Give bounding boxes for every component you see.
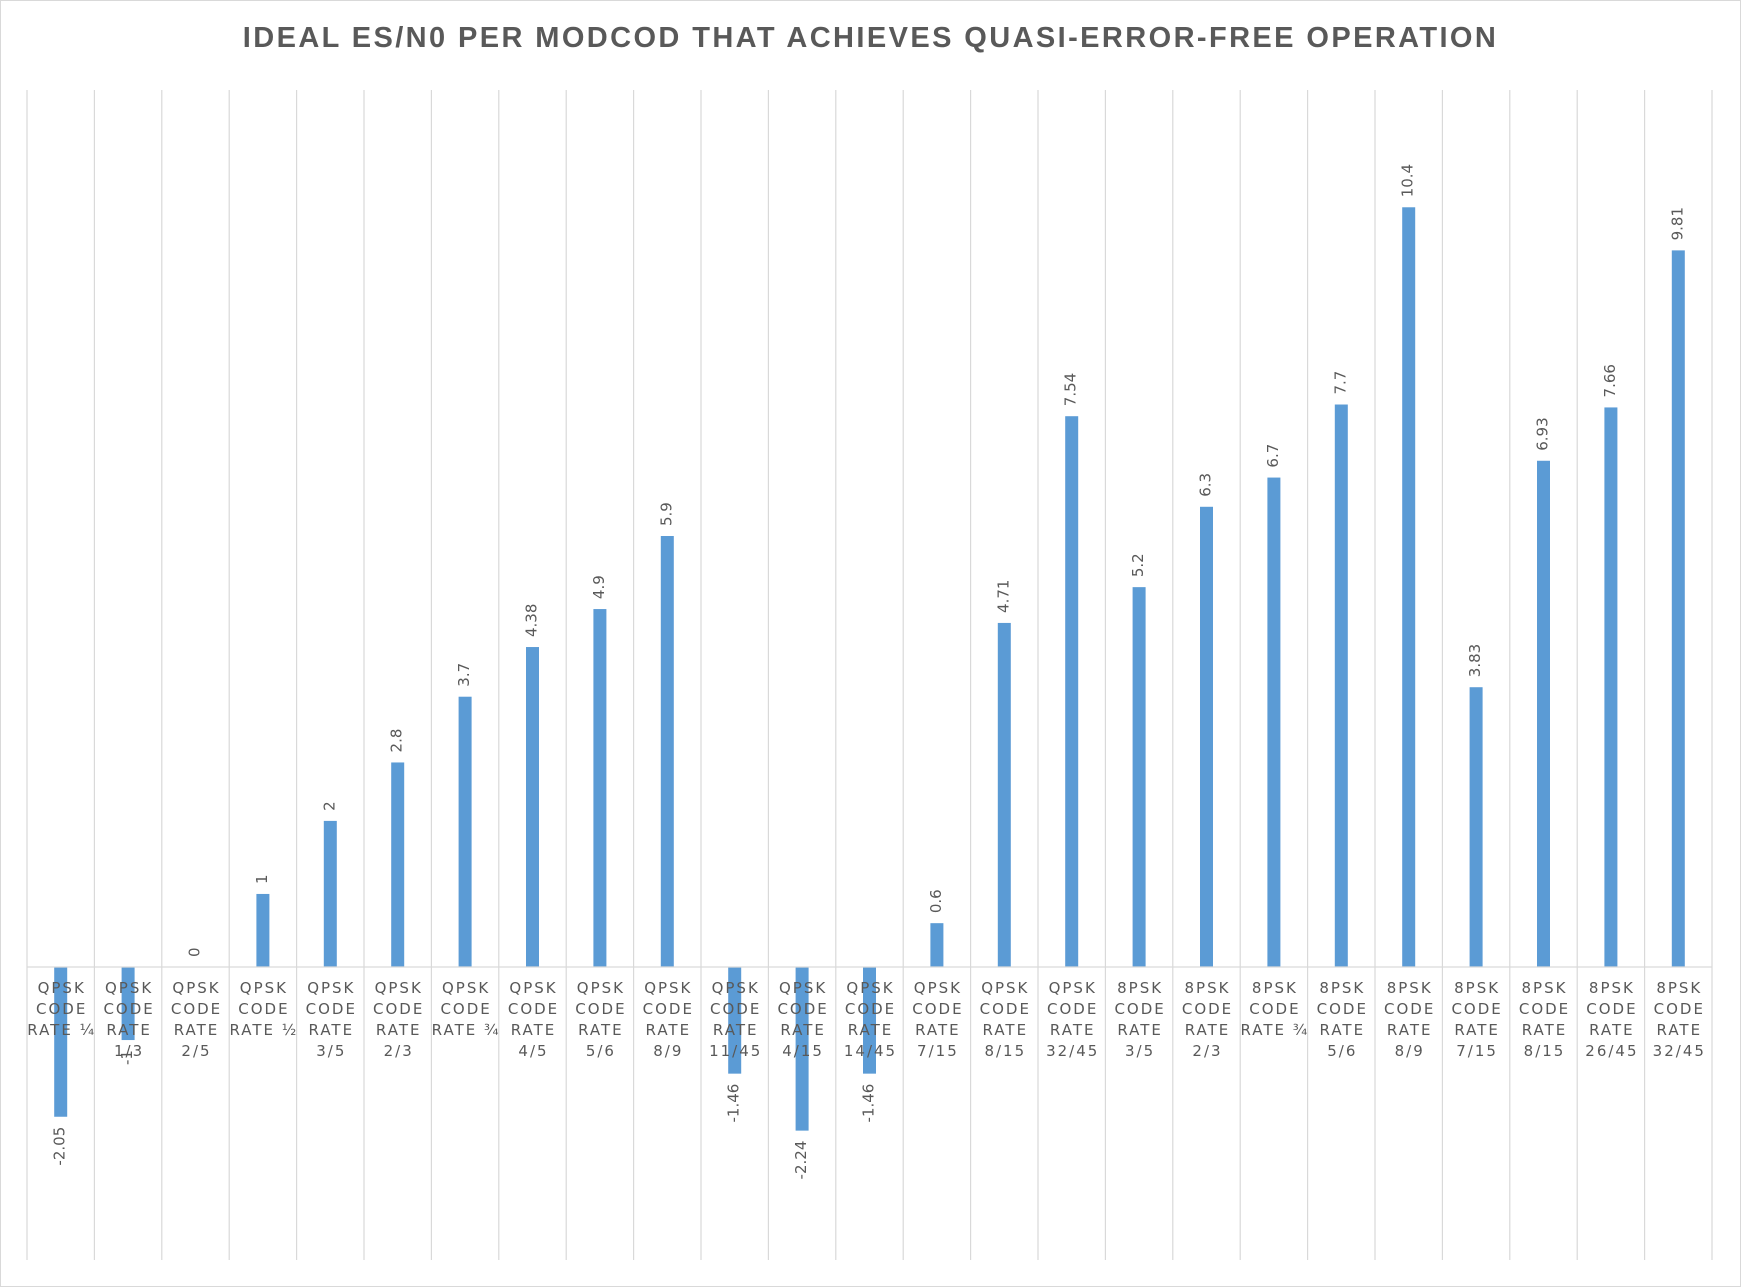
bar xyxy=(458,696,472,967)
bar xyxy=(1604,407,1618,967)
category-label: QPSK CODE RATE 4/15 xyxy=(777,979,828,1060)
bar xyxy=(391,762,405,967)
bar xyxy=(54,967,68,1117)
category-label: 8PSK CODE RATE ¾ xyxy=(1240,979,1309,1039)
bar xyxy=(323,820,337,967)
data-label: 6.3 xyxy=(1197,473,1215,497)
bar xyxy=(121,967,135,1041)
category-label: QPSK CODE RATE 14/45 xyxy=(844,979,897,1060)
data-label: 2.8 xyxy=(388,729,406,753)
bar xyxy=(526,647,539,967)
bar xyxy=(660,536,674,967)
data-label: 4.38 xyxy=(523,604,541,637)
category-label: QPSK CODE RATE 2/5 xyxy=(171,979,222,1060)
bar xyxy=(1537,460,1550,967)
data-label: 0.6 xyxy=(927,889,945,913)
category-label: QPSK CODE RATE ¾ xyxy=(432,979,501,1039)
bar xyxy=(728,967,742,1074)
bar xyxy=(863,967,876,1074)
bar xyxy=(1065,416,1079,967)
bar xyxy=(1469,687,1483,967)
category-label: 8PSK CODE RATE 8/9 xyxy=(1384,979,1435,1060)
data-label: 7.7 xyxy=(1331,371,1349,395)
category-label: QPSK CODE RATE 32/45 xyxy=(1046,979,1099,1060)
bar xyxy=(1334,404,1348,967)
bar xyxy=(795,967,809,1131)
data-label: -1 xyxy=(118,1050,136,1065)
category-label: 8PSK CODE RATE 7/15 xyxy=(1451,979,1502,1060)
data-label: -2.24 xyxy=(792,1141,810,1180)
category-label: QPSK CODE RATE 11/45 xyxy=(709,979,762,1060)
data-label: 0 xyxy=(186,947,204,957)
data-label: 1 xyxy=(253,874,271,884)
data-label: 2 xyxy=(320,801,338,811)
data-labels: -2.05 -1 0 1 2 2.8 3.7 4.38 4.9 5.9 -1.46 -2.24 -1.4… xyxy=(51,164,1687,1180)
category-label: QPSK CODE RATE 5/6 xyxy=(575,979,626,1060)
data-label: -1.46 xyxy=(725,1084,743,1123)
data-label: 10.4 xyxy=(1399,164,1417,197)
data-label: 3.83 xyxy=(1466,644,1484,677)
category-label: 8PSK CODE RATE 2/3 xyxy=(1182,979,1233,1060)
category-label: 8PSK CODE RATE 8/15 xyxy=(1519,979,1570,1060)
chart-title: IDEAL ES/N0 PER MODCOD THAT ACHIEVES QUA… xyxy=(242,22,1499,54)
data-label: -2.05 xyxy=(51,1127,69,1166)
category-label: QPSK CODE RATE 7/15 xyxy=(912,979,963,1060)
category-label: QPSK CODE RATE 2/3 xyxy=(373,979,424,1060)
category-label: 8PSK CODE RATE 32/45 xyxy=(1653,979,1706,1060)
bar xyxy=(593,609,607,967)
category-label: QPSK CODE RATE 8/15 xyxy=(980,979,1031,1060)
data-label: -1.46 xyxy=(860,1084,878,1123)
bar xyxy=(930,923,944,967)
category-label: 8PSK CODE RATE 3/5 xyxy=(1114,979,1165,1060)
gridlines xyxy=(26,90,1713,1260)
category-label: 8PSK CODE RATE 5/6 xyxy=(1317,979,1368,1060)
category-label: QPSK CODE RATE 4/5 xyxy=(508,979,559,1060)
data-label: 3.7 xyxy=(455,663,473,687)
category-label: QPSK CODE RATE 1/3 xyxy=(103,979,154,1060)
data-label: 4.71 xyxy=(994,580,1012,613)
category-label: QPSK CODE RATE ¼ xyxy=(27,979,96,1039)
bar xyxy=(997,622,1011,967)
data-label: 7.54 xyxy=(1062,373,1080,406)
category-label: QPSK CODE RATE 8/9 xyxy=(643,979,694,1060)
data-label: 5.2 xyxy=(1129,553,1147,577)
data-label: 4.9 xyxy=(590,575,608,599)
data-label: 9.81 xyxy=(1668,207,1686,240)
data-label: 6.93 xyxy=(1534,417,1552,450)
bar xyxy=(1267,477,1281,967)
data-label: 6.7 xyxy=(1264,444,1282,468)
bar xyxy=(1671,250,1685,967)
bar xyxy=(1132,587,1146,967)
data-label: 7.66 xyxy=(1601,364,1619,397)
bars xyxy=(54,207,1685,1131)
bar xyxy=(1402,207,1416,967)
category-label: QPSK CODE RATE 3/5 xyxy=(306,979,357,1060)
data-label: 5.9 xyxy=(657,502,675,526)
bar xyxy=(256,893,270,967)
category-label: QPSK CODE RATE ½ xyxy=(229,979,298,1039)
bar xyxy=(1200,506,1213,967)
category-label: 8PSK CODE RATE 26/45 xyxy=(1585,979,1638,1060)
